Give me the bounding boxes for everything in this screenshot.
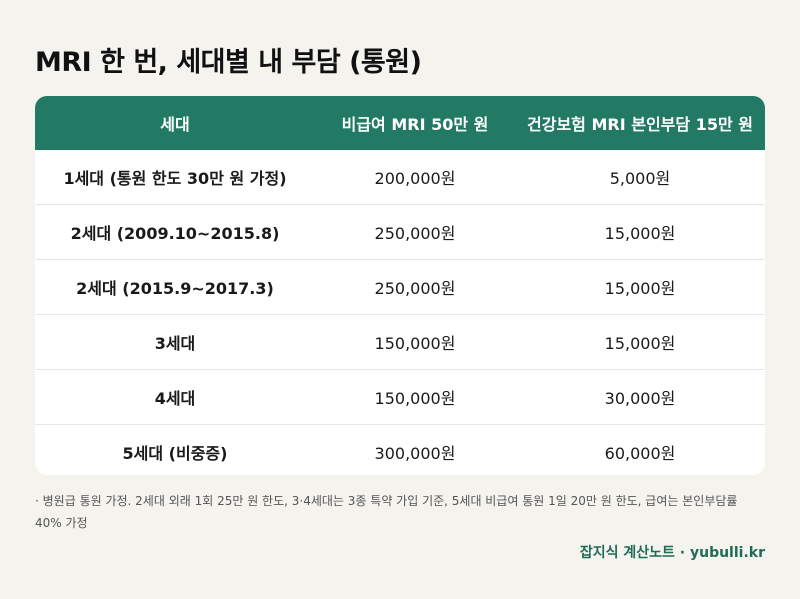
header-insured-mri: 건강보험 MRI 본인부담 15만 원 [515, 96, 765, 150]
noncovered-cost-cell: 150,000원 [315, 314, 515, 370]
insured-cost-cell: 15,000원 [515, 204, 765, 260]
insured-cost-cell: 60,000원 [515, 424, 765, 475]
comparison-table: 세대 비급여 MRI 50만 원 건강보험 MRI 본인부담 15만 원 1세대… [35, 96, 765, 475]
table-row: 4세대 150,000원 30,000원 [35, 369, 765, 425]
header-generation: 세대 [35, 96, 315, 150]
noncovered-cost-cell: 200,000원 [374, 169, 456, 188]
table-row: 2세대 (2015.9~2017.3) 250,000원 15,000원 [35, 259, 765, 315]
table-row: 2세대 (2009.10~2015.8) 250,000원 15,000원 [35, 204, 765, 260]
generation-cell: 3세대 [35, 314, 315, 370]
footnote: · 병원급 통원 가정. 2세대 외래 1회 25만 원 한도, 3·4세대는 … [35, 494, 738, 530]
table-row: 5세대 (비중증) 300,000원 60,000원 [35, 424, 765, 475]
page-title: MRI 한 번, 세대별 내 부담 (통원) [35, 47, 422, 78]
table-header-row: 세대 비급여 MRI 50만 원 건강보험 MRI 본인부담 15만 원 [35, 96, 765, 150]
generation-cell: 5세대 (비중증) [35, 424, 315, 475]
comparison-table-card: 세대 비급여 MRI 50만 원 건강보험 MRI 본인부담 15만 원 1세대… [35, 96, 765, 475]
generation-cell: 4세대 [35, 369, 315, 425]
insured-cost-cell: 30,000원 [515, 369, 765, 425]
noncovered-cost-cell: 300,000원 [315, 424, 515, 475]
header-noncovered-mri: 비급여 MRI 50만 원 [315, 96, 515, 150]
noncovered-cost-cell: 150,000원 [315, 369, 515, 425]
table-row: 1세대 (통원 한도 30만 원 가정) 200,000원 5,000원 [35, 150, 765, 205]
noncovered-cost-cell: 250,000원 [315, 259, 515, 315]
source-credit: 잡지식 계산노트 · yubulli.kr [579, 545, 765, 561]
generation-cell: 1세대 (통원 한도 30만 원 가정) [63, 169, 287, 188]
insured-cost-cell: 15,000원 [515, 259, 765, 315]
generation-cell: 2세대 (2009.10~2015.8) [35, 204, 315, 260]
noncovered-cost-cell: 250,000원 [315, 204, 515, 260]
insured-cost-cell: 15,000원 [515, 314, 765, 370]
table-row: 3세대 150,000원 15,000원 [35, 314, 765, 370]
generation-cell: 2세대 (2015.9~2017.3) [35, 259, 315, 315]
insured-cost-cell: 5,000원 [609, 169, 671, 188]
